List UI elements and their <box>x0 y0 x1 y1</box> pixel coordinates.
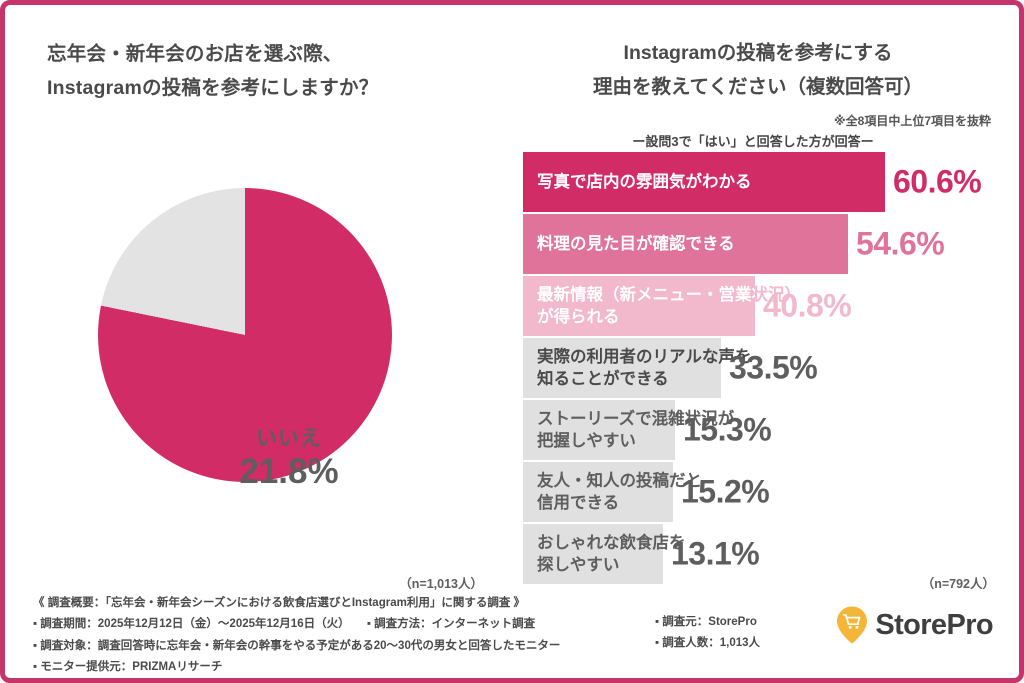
left-panel: 忘年会・新年会のお店を選ぶ際、 Instagramの投稿を参考にしますか？ いい… <box>5 5 513 633</box>
storepro-logo-text: StorePro <box>875 608 993 641</box>
bar-row: 写真で店内の雰囲気がわかる 60.6% <box>523 152 1018 212</box>
footer-overview-line-1: 《 調査概要：「忘年会・新年会シーズンにおける飲食店選びとInstagram利用… <box>33 597 526 609</box>
map-pin-shopping-cart-icon <box>837 606 868 644</box>
bar-row: 料理の見た目が確認できる 54.6% <box>523 214 1018 274</box>
bar-chart-sample-size: （n=792人） <box>921 577 995 591</box>
bar-fill <box>523 462 673 522</box>
bar-value-label: 15.2% <box>681 473 770 510</box>
pie-chart-disc <box>98 188 392 482</box>
bar-chart: 写真で店内の雰囲気がわかる 60.6% 料理の見た目が確認できる 54.6% 最新情報（… <box>523 152 1018 586</box>
footer-survey-overview: 《 調査概要：「忘年会・新年会シーズンにおける飲食店選びとInstagram利用… <box>33 593 560 678</box>
bar-row: 友人・知人の投稿だと 信用できる 15.2% <box>523 462 1018 522</box>
pie-chart: いいえ 21.8% はい 78.2% <box>98 188 438 633</box>
bar-value-label: 13.1% <box>671 535 760 572</box>
excerpt-note: ※全8項目中上位7項目を抜粋 <box>833 114 991 128</box>
footer-source-line-2: ▪ 調査人数：1,013人 <box>655 637 761 650</box>
bar-category-label: 友人・知人の投稿だと 信用できる <box>537 471 702 512</box>
bar-fill <box>523 400 675 460</box>
bar-category-label: 料理の見た目が確認できる <box>537 234 735 253</box>
right-panel: Instagramの投稿を参考にする 理由を教えてください（複数回答可） ※全8… <box>513 5 1019 595</box>
footer: 《 調査概要：「忘年会・新年会シーズンにおける飲食店選びとInstagram利用… <box>5 588 1019 678</box>
right-title-line-2: 理由を教えてください（複数回答可） <box>593 75 923 98</box>
right-panel-title: Instagramの投稿を参考にする 理由を教えてください（複数回答可） <box>513 37 1003 104</box>
bar-fill <box>523 214 848 274</box>
bar-row: おしゃれな飲食店を 探しやすい 13.1% <box>523 524 1018 584</box>
bar-row: 最新情報（新メニュー・営業状況） が得られる 40.8% <box>523 276 1018 336</box>
bar-value-label: 60.6% <box>893 163 982 200</box>
footer-survey-source: ▪ 調査元：StorePro ▪ 調査人数：1,013人 <box>655 612 760 655</box>
bar-fill <box>523 276 755 336</box>
bar-value-label: 33.5% <box>729 349 818 386</box>
footer-overview-line-3: ▪ 調査対象：調査回答時に忘年会・新年会の幹事をやる予定がある20〜30代の男女… <box>33 639 561 652</box>
bar-category-label: おしゃれな飲食店を 探しやすい <box>537 533 686 574</box>
right-title-line-1: Instagramの投稿を参考にする <box>623 42 893 64</box>
bar-fill <box>523 338 721 398</box>
bar-category-label: 写真で店内の雰囲気がわかる <box>537 172 752 191</box>
pie-slice-name-yes: はい <box>366 570 410 593</box>
bar-fill <box>523 524 663 584</box>
left-title-line-1: 忘年会・新年会のお店を選ぶ際、 <box>47 43 343 65</box>
footer-source-line-1: ▪ 調査元：StorePro <box>655 616 757 628</box>
bar-value-label: 54.6% <box>856 225 945 262</box>
bar-value-label: 15.3% <box>683 411 772 448</box>
pie-slice-label-yes: はい 78.2% <box>328 570 448 634</box>
left-panel-title: 忘年会・新年会のお店を選ぶ際、 Instagramの投稿を参考にしますか？ <box>47 37 497 105</box>
pie-slice-name-no: いいえ <box>256 427 322 450</box>
footer-overview-line-2: ▪ 調査期間：2025年12月12日（金）〜2025年12月16日（火） ▪ 調… <box>33 618 536 631</box>
bar-category-label: 実際の利用者のリアルな声を 知ることができる <box>537 347 752 388</box>
pie-slice-value-no: 21.8% <box>239 451 339 491</box>
bar-value-label: 40.8% <box>763 287 852 324</box>
left-title-line-2: Instagramの投稿を参考にしますか？ <box>47 77 379 100</box>
footer-overview-line-4: ▪ モニター提供元：PRIZMAリサーチ <box>33 660 223 673</box>
pie-slice-label-no: いいえ 21.8% <box>229 427 349 491</box>
condition-note: ー設問3で「はい」と回答した方が回答ー <box>632 134 874 149</box>
bar-category-label: ストーリーズで混雑状況が 把握しやすい <box>537 409 735 450</box>
pie-sample-size: （n=1,013人） <box>399 577 483 591</box>
bar-row: ストーリーズで混雑状況が 把握しやすい 15.3% <box>523 400 1018 460</box>
bar-row: 実際の利用者のリアルな声を 知ることができる 33.5% <box>523 338 1018 398</box>
bar-fill <box>523 152 885 212</box>
pie-slice-value-yes: 78.2% <box>338 594 438 634</box>
bar-category-label: 最新情報（新メニュー・営業状況） が得られる <box>537 276 801 336</box>
storepro-logo: StorePro <box>836 606 994 644</box>
